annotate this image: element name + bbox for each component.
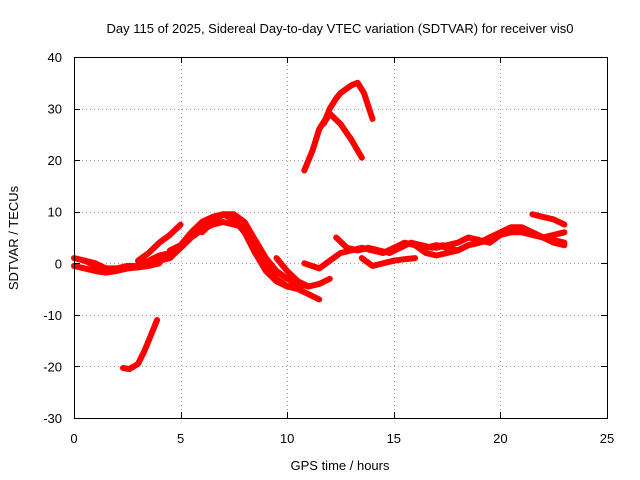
- axis-ticks: 0 5 10 15 20 25 -30 -20 -10 0 10 20 30 40: [43, 50, 614, 446]
- series-line-arc-14: [529, 211, 568, 228]
- series-line-arc-11: [358, 255, 419, 269]
- y-tick-label: -20: [43, 359, 62, 374]
- series-line-arc-15: [301, 79, 376, 174]
- data-series: [71, 79, 568, 372]
- plot-frame: [74, 57, 608, 419]
- series-line-arc-04: [135, 221, 184, 264]
- series-line-arc-05: [166, 211, 323, 303]
- series-line-arc-10: [333, 234, 446, 256]
- y-tick-label: -30: [43, 411, 62, 426]
- x-tick-label: 20: [493, 431, 507, 446]
- y-tick-label: 40: [48, 50, 62, 65]
- series-line-arc-07: [120, 317, 161, 372]
- x-tick-label: 15: [387, 431, 401, 446]
- chart-title: Day 115 of 2025, Sidereal Day-to-day VTE…: [107, 21, 574, 36]
- y-axis-label: SDTVAR / TECUs: [6, 185, 21, 290]
- y-tick-label: 0: [55, 256, 62, 271]
- y-tick-label: -10: [43, 308, 62, 323]
- x-axis-label: GPS time / hours: [291, 458, 390, 473]
- x-tick-label: 10: [280, 431, 294, 446]
- series-line-arc-13: [433, 229, 568, 251]
- x-tick-label: 0: [70, 431, 77, 446]
- y-tick-label: 20: [48, 153, 62, 168]
- y-tick-label: 10: [48, 205, 62, 220]
- y-tick-label: 30: [48, 102, 62, 117]
- grid-lines: [74, 57, 607, 418]
- x-tick-label: 25: [600, 431, 614, 446]
- series-line-arc-06: [198, 211, 312, 290]
- series-line-arc-08: [273, 255, 333, 290]
- x-tick-label: 5: [177, 431, 184, 446]
- series-line-arc-16: [320, 110, 365, 161]
